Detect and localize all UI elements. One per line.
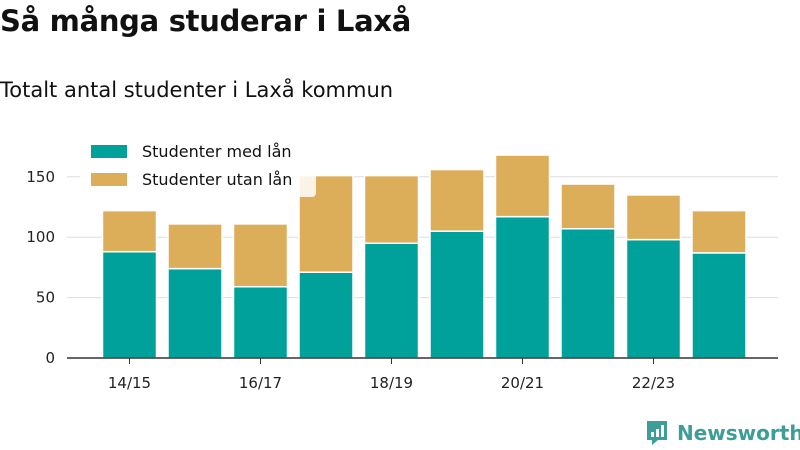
- bar-med-lan-15-16: [167, 267, 223, 359]
- legend-label-med-lan: Studenter med lån: [142, 142, 292, 161]
- bar-med-lan-16-17: [232, 285, 289, 359]
- bar-utan-lan-16-17: [232, 223, 289, 288]
- brand-name: Newsworthy: [677, 421, 800, 445]
- bar-utan-lan-19-20: [429, 168, 485, 232]
- bar-med-lan-22-23: [625, 238, 682, 359]
- bar-med-lan-19-20: [429, 230, 485, 359]
- x-tick-label-14-15: 14/15: [108, 374, 151, 392]
- chart-subtitle: Totalt antal studenter i Laxå kommun: [0, 78, 394, 102]
- x-tick-label-16-17: 16/17: [239, 374, 282, 392]
- y-tick-label-100: 100: [26, 228, 55, 246]
- bar-utan-lan-14-15: [101, 209, 158, 253]
- bar-med-lan-21-22: [560, 227, 616, 359]
- bar-utan-lan-20-21: [494, 154, 551, 218]
- legend-label-utan-lan: Studenter utan lån: [142, 170, 292, 189]
- y-tick-label-50: 50: [36, 289, 55, 307]
- bar-med-lan-17-18: [298, 271, 354, 359]
- bar-utan-lan-22-23: [625, 194, 682, 241]
- newsworthy-logo-icon: [647, 421, 667, 445]
- chart-title: Så många studerar i Laxå: [0, 4, 412, 38]
- legend-swatch-med-lan: [91, 145, 127, 158]
- brand-logo: Newsworthy: [645, 420, 800, 446]
- bar-med-lan-14-15: [101, 250, 158, 359]
- bar-utan-lan-21-22: [560, 183, 616, 230]
- legend-swatch-utan-lan: [91, 173, 127, 186]
- x-tick-label-20-21: 20/21: [501, 374, 544, 392]
- legend-box: [80, 137, 316, 197]
- y-tick-label-150: 150: [26, 168, 55, 186]
- y-tick-label-0: 0: [45, 349, 55, 367]
- bar-med-lan-23-24: [691, 252, 747, 359]
- x-tick-label-22-23: 22/23: [632, 374, 675, 392]
- bar-utan-lan-23-24: [691, 209, 747, 254]
- x-tick-label-18-19: 18/19: [370, 374, 413, 392]
- bar-utan-lan-18-19: [363, 174, 420, 244]
- bar-med-lan-18-19: [363, 242, 420, 359]
- bar-utan-lan-15-16: [167, 223, 223, 270]
- bar-med-lan-20-21: [494, 215, 551, 359]
